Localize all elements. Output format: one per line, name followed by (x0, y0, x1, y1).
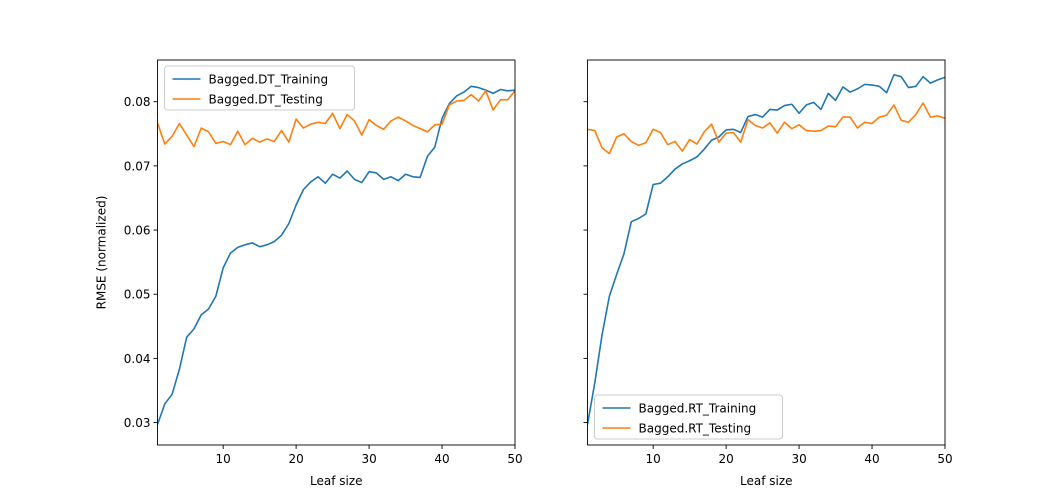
series-line-Bagged.DT_Training (157, 85, 515, 425)
x-tick-label: 30 (361, 452, 376, 466)
y-axis-label: RMSE (normalized) (95, 196, 109, 310)
y-tick-label: 0.06 (124, 224, 151, 238)
y-tick-label: 0.04 (124, 352, 151, 366)
series-line-Bagged.RT_Training (587, 73, 945, 425)
x-tick-label: 20 (718, 452, 733, 466)
y-tick-label: 0.05 (124, 288, 151, 302)
x-tick-label: 40 (864, 452, 879, 466)
y-tick-label: 0.08 (124, 95, 151, 109)
legend-label: Bagged.DT_Testing (209, 93, 323, 107)
x-tick-label: 10 (216, 452, 231, 466)
x-tick-label: 40 (434, 452, 449, 466)
x-axis-label: Leaf size (740, 474, 793, 488)
legend: Bagged.RT_Training Bagged.RT_Testing (594, 394, 783, 440)
legend-box (164, 65, 355, 111)
x-tick-label: 50 (937, 452, 952, 466)
chart-1: 10 20 30 40 50 0.03 0.04 0.05 0.06 0.07 0.08 Leaf s… (95, 59, 523, 488)
legend-label: Bagged.RT_Training (639, 402, 757, 416)
y-tick-label: 0.07 (124, 159, 151, 173)
x-tick-label: 50 (507, 452, 522, 466)
y-tick-label: 0.03 (124, 416, 151, 430)
x-tick-label: 20 (288, 452, 303, 466)
legend-label: Bagged.RT_Testing (639, 422, 752, 436)
series-line-Bagged.DT_Testing (157, 90, 515, 148)
x-axis-label: Leaf size (310, 474, 363, 488)
x-tick-label: 30 (791, 452, 806, 466)
x-tick-label: 10 (646, 452, 661, 466)
legend-label: Bagged.DT_Training (209, 73, 329, 87)
legend: Bagged.DT_Training Bagged.DT_Testing (164, 65, 355, 111)
axes-frame (157, 59, 516, 446)
series-line-Bagged.RT_Testing (587, 102, 945, 155)
axes-frame (587, 59, 946, 446)
legend-box (594, 394, 783, 440)
